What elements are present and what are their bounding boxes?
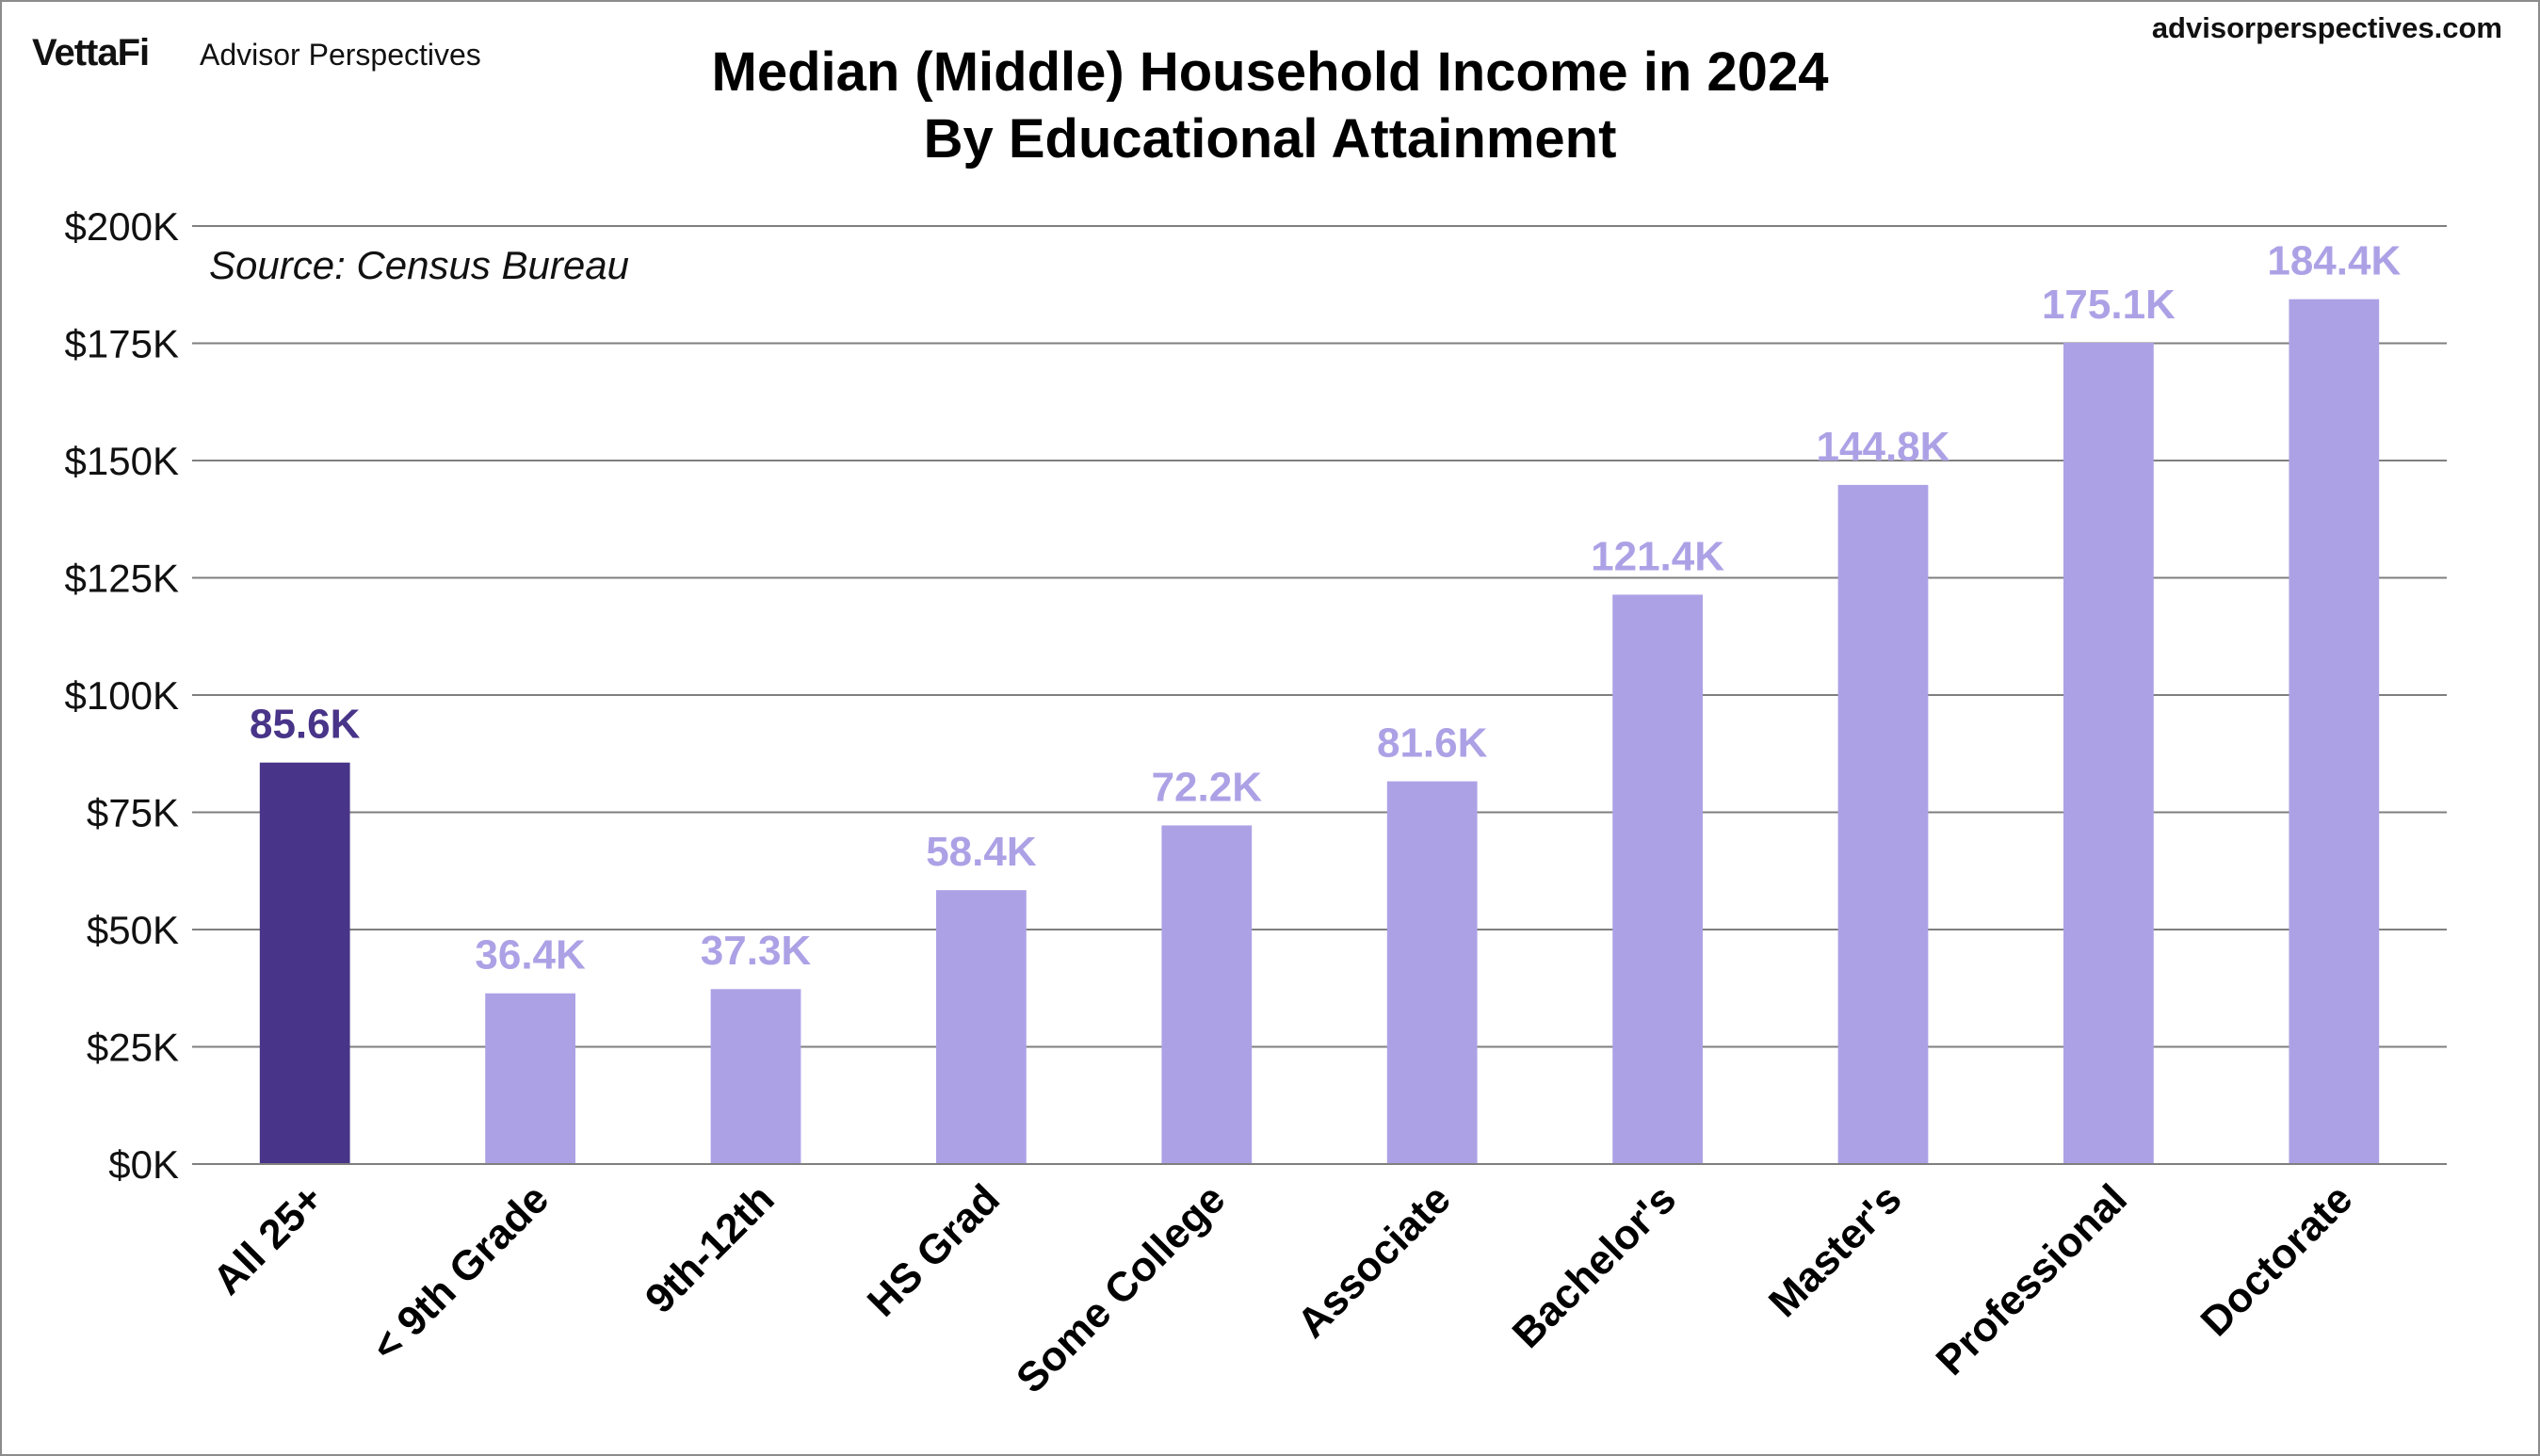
x-tick-label: Master's [1760, 1175, 1911, 1326]
chart-subtitle: By Educational Attainment [923, 108, 1617, 170]
bar [1161, 825, 1253, 1164]
bar [1837, 484, 1929, 1164]
source-annotation: Source: Census Bureau [209, 243, 629, 287]
x-tick-label: Associate [1288, 1175, 1460, 1347]
data-label: 175.1K [2042, 282, 2176, 328]
data-label: 85.6K [250, 702, 361, 748]
x-tick-label: 9th-12th [637, 1175, 784, 1322]
bar [2063, 343, 2154, 1164]
site-url: advisorperspectives.com [2151, 11, 2502, 44]
data-label: 36.4K [475, 932, 586, 979]
x-tick-label: Professional [1928, 1175, 2136, 1383]
y-tick-label: $200K [65, 204, 179, 249]
y-tick-label: $150K [65, 439, 179, 483]
y-tick-label: $0K [108, 1142, 179, 1187]
bar [485, 993, 575, 1164]
y-tick-label: $50K [87, 908, 179, 952]
x-tick-label: All 25+ [204, 1175, 332, 1303]
data-label: 184.4K [2267, 238, 2401, 284]
data-label: 58.4K [926, 829, 1037, 875]
data-label: 121.4K [1591, 533, 1724, 579]
brand-name: Advisor Perspectives [200, 38, 481, 72]
y-tick-label: $175K [65, 322, 179, 366]
y-tick-label: $125K [65, 557, 179, 601]
chart-title: Median (Middle) Household Income in 2024 [711, 41, 1829, 103]
x-tick-label: HS Grad [859, 1175, 1009, 1325]
y-tick-label: $25K [87, 1026, 179, 1070]
data-label: 72.2K [1152, 764, 1263, 810]
y-tick-label: $100K [65, 673, 179, 718]
x-tick-label: Some College [1008, 1175, 1234, 1401]
bar [259, 762, 350, 1164]
bar [1612, 594, 1703, 1164]
data-label: 37.3K [701, 928, 812, 974]
y-tick-label: $75K [87, 791, 179, 835]
bar [2289, 299, 2380, 1164]
x-tick-label: < 9th Grade [363, 1175, 558, 1370]
bar [936, 890, 1027, 1164]
bar [1386, 781, 1478, 1164]
data-label: 81.6K [1377, 720, 1488, 767]
vettafi-logo: VettaFi [32, 32, 150, 73]
x-tick-label: Bachelor's [1504, 1175, 1685, 1356]
x-tick-label: Doctorate [2192, 1175, 2362, 1345]
bar [710, 989, 801, 1164]
data-label: 144.8K [1817, 424, 1950, 470]
